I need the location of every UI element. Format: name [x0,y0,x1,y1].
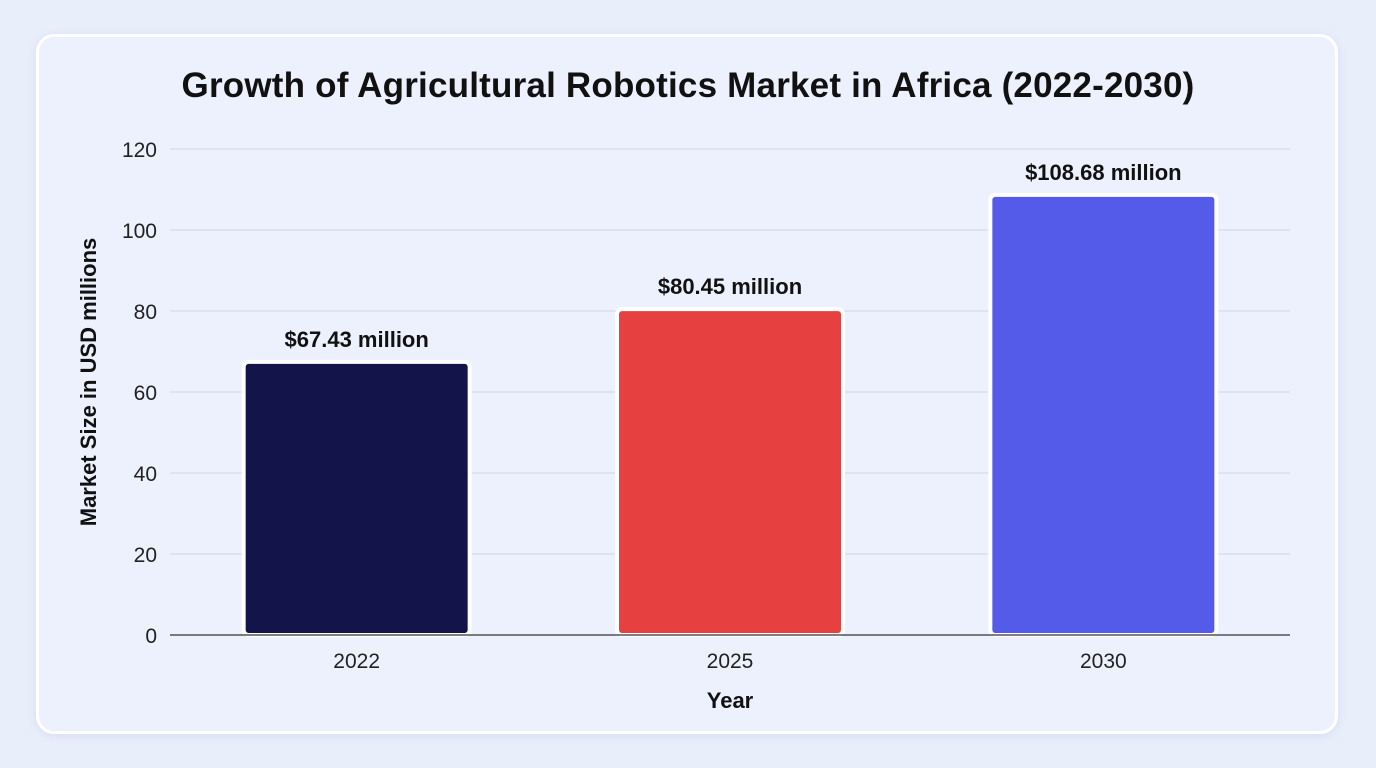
bar-2030 [988,192,1219,637]
y-axis-title: Market Size in USD millions [76,238,101,527]
y-tick-label: 120 [122,139,157,162]
y-axis-ticks: 0 20 40 60 80 100 120 [122,139,157,648]
x-tick-label: 2030 [1080,650,1127,673]
bar-2022 [241,359,472,637]
bar-2025 [615,307,845,637]
y-tick-label: 80 [134,301,157,324]
data-label: $108.68 million [1025,160,1182,185]
data-label: $80.45 million [658,274,802,299]
bars [241,192,1219,637]
y-tick-label: 0 [145,625,157,648]
x-tick-label: 2022 [333,650,380,673]
data-label: $67.43 million [285,327,429,352]
x-tick-label: 2025 [707,650,754,673]
chart-title: Growth of Agricultural Robotics Market i… [181,66,1195,105]
data-labels: $67.43 million $80.45 million $108.68 mill… [285,160,1182,352]
x-axis-title: Year [707,688,754,713]
x-axis-ticks: 2022 2025 2030 [333,650,1126,673]
y-tick-label: 40 [134,463,157,486]
y-tick-label: 100 [122,220,157,243]
y-tick-label: 60 [134,382,157,405]
y-tick-label: 20 [134,544,157,567]
